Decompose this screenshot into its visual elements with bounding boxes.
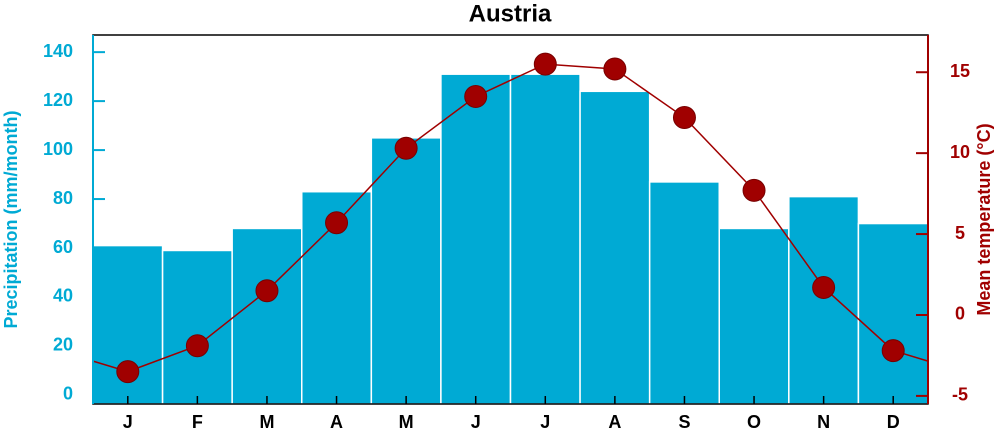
y2-tick-label: 0 <box>955 304 965 324</box>
y-tick-label: 0 <box>63 384 73 404</box>
y2-tick-label: -5 <box>952 385 968 405</box>
x-tick-label: M <box>399 412 414 432</box>
x-tick-label: A <box>330 412 343 432</box>
x-tick-label: M <box>259 412 274 432</box>
marker <box>394 136 418 160</box>
marker <box>881 339 905 363</box>
bar <box>370 137 442 405</box>
x-tick-label: A <box>608 412 621 432</box>
marker <box>325 211 349 235</box>
y2-tick-label: 5 <box>955 223 965 243</box>
bar <box>788 195 860 405</box>
y-tick-label: 120 <box>43 90 73 110</box>
y-tick-label: 20 <box>53 335 73 355</box>
bar <box>509 73 581 405</box>
bar <box>718 227 790 405</box>
y2-tick-label: 15 <box>950 61 970 81</box>
x-tick-label: D <box>887 412 900 432</box>
marker <box>116 360 140 384</box>
y-tick-label: 140 <box>43 41 73 61</box>
x-tick-label: J <box>123 412 133 432</box>
chart-title: Austria <box>469 0 552 27</box>
y2-axis-title: Mean temperature (°C) <box>974 123 994 315</box>
line <box>127 63 894 373</box>
bar <box>579 90 651 405</box>
y-tick-label: 60 <box>53 237 73 257</box>
x-tick-label: S <box>678 412 690 432</box>
bar <box>231 227 303 405</box>
marker <box>464 85 488 108</box>
x-tick-label: F <box>192 412 203 432</box>
y-axis-title: Precipitation (mm/month) <box>1 110 21 328</box>
y2-tick-label: 10 <box>950 142 970 162</box>
y-tick-label: 40 <box>53 286 73 306</box>
marker <box>812 275 836 299</box>
x-tick-label: J <box>540 412 550 432</box>
marker <box>185 334 209 358</box>
marker <box>533 52 557 76</box>
bar <box>440 73 512 405</box>
marker <box>255 279 279 303</box>
x-tick-label: J <box>471 412 481 432</box>
y-tick-label: 80 <box>53 188 73 208</box>
marker <box>603 57 627 81</box>
marker <box>742 178 766 202</box>
x-tick-label: O <box>747 412 761 432</box>
marker <box>672 106 696 130</box>
x-tick-label: N <box>817 412 830 432</box>
y-tick-label: 100 <box>43 139 73 159</box>
bar <box>648 181 721 405</box>
bar <box>857 222 929 405</box>
